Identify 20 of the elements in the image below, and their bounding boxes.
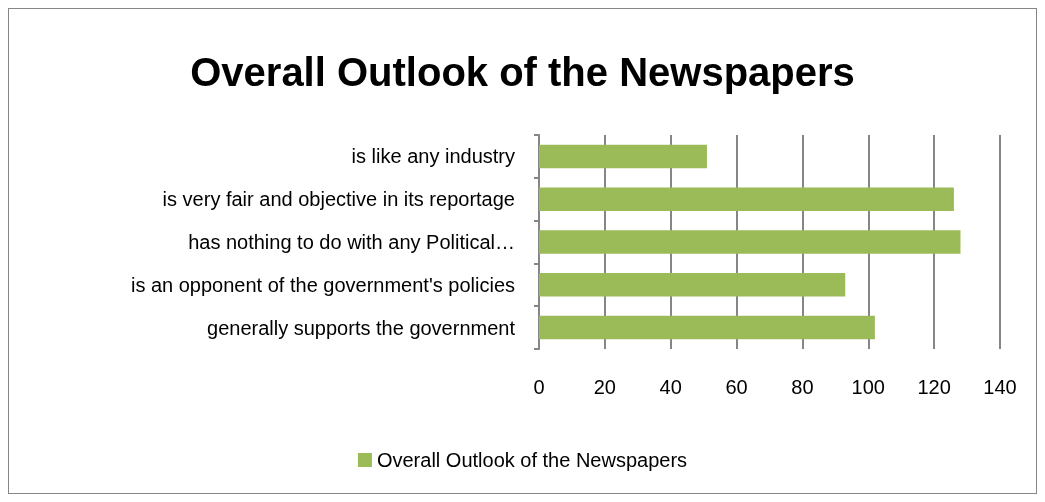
x-tick-label: 80: [791, 376, 814, 398]
bar: [539, 273, 846, 297]
x-tick-label: 40: [659, 376, 682, 398]
bar: [539, 187, 954, 211]
bar: [539, 144, 707, 169]
y-tick-label: is very fair and objective in its reportage: [162, 188, 515, 211]
x-tick-label: 100: [851, 376, 885, 398]
y-tick-label: is like any industry: [351, 145, 515, 168]
y-tick-label: is an opponent of the government's policies: [130, 273, 515, 296]
bar: [539, 230, 961, 254]
x-tick-label: 0: [533, 376, 545, 398]
bar: [539, 315, 875, 340]
x-tick-label: 120: [917, 376, 951, 398]
legend-label: Overall Outlook of the Newspapers: [376, 449, 688, 471]
x-tick-label: 60: [725, 376, 748, 398]
chart-title: Overall Outlook of the Newspapers: [190, 50, 855, 94]
y-tick-label: has nothing to do with any Political…: [188, 231, 515, 253]
x-tick-label: 20: [593, 376, 616, 398]
x-tick-label: 140: [983, 376, 1017, 398]
y-tick-label: generally supports the government: [207, 316, 516, 339]
